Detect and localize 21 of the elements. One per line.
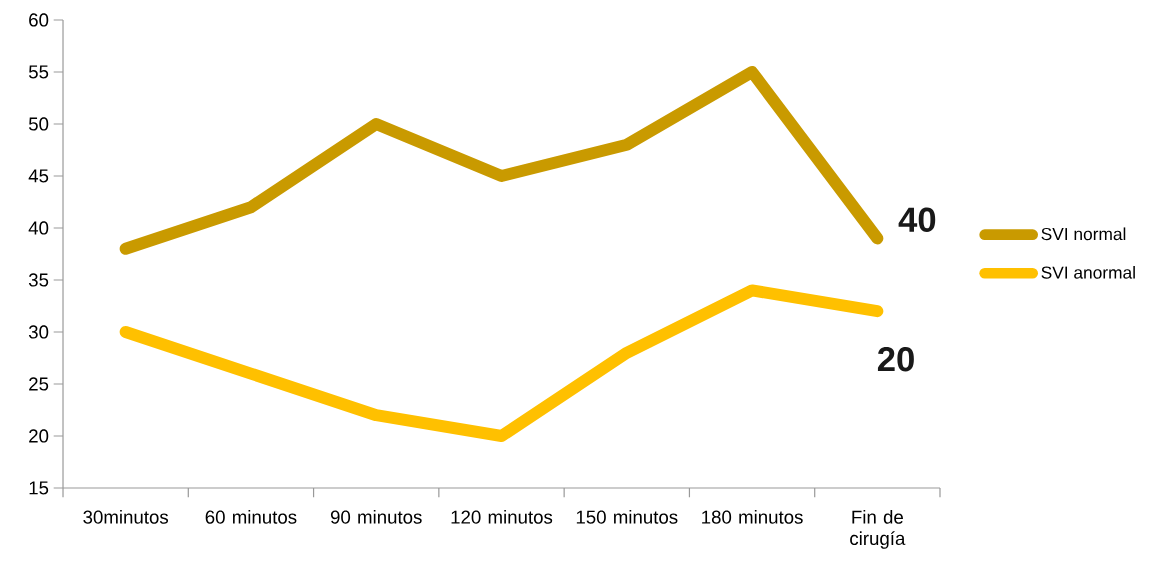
y-tick-label: 45 (28, 169, 49, 183)
y-tick-label: 20 (29, 429, 49, 443)
annotation: 40 (898, 207, 936, 232)
annotation: 20 (877, 346, 914, 372)
y-tick-label: 40 (28, 221, 49, 235)
y-tick-label: 50 (28, 117, 49, 131)
x-tick-label: 150 minutos (576, 510, 678, 524)
legend-label: SVI normal (1041, 227, 1126, 241)
x-tick-label: Fin de cirugía (850, 510, 906, 549)
y-tick-label: 55 (28, 65, 49, 79)
x-tick-label: 60 minutos (205, 510, 297, 524)
x-tick-label: 90 minutos (330, 510, 422, 524)
legend-label: SVI anormal (1041, 265, 1135, 279)
y-tick-label: 15 (29, 481, 49, 495)
y-tick-label: 35 (28, 273, 49, 287)
y-tick-label: 60 (29, 13, 49, 27)
x-tick-label: 120 minutos (451, 510, 553, 524)
x-tick-label: 30minutos (83, 510, 169, 524)
y-tick-label: 30 (28, 325, 49, 339)
x-tick-label: 180 minutos (702, 510, 803, 524)
y-tick-label: 25 (29, 377, 49, 391)
